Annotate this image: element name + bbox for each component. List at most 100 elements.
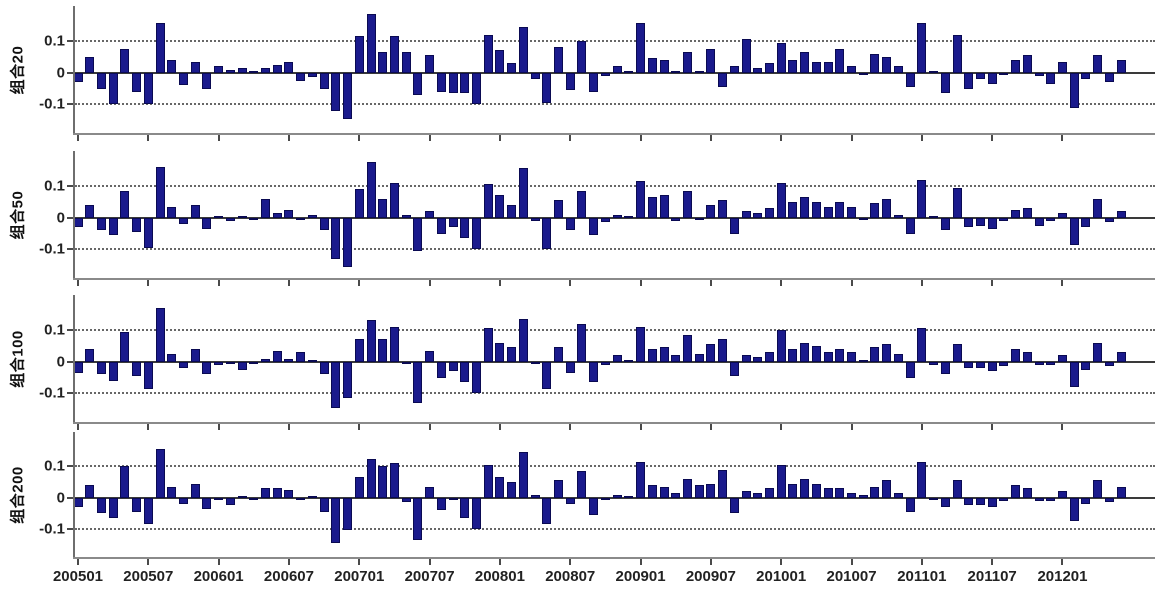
bar [729,361,739,376]
x-tick [850,424,853,430]
bar [589,217,599,236]
bar [636,326,646,362]
bar [1057,491,1067,498]
bar [471,72,481,105]
bar [565,72,575,91]
bar [577,323,587,362]
bar [940,217,950,231]
bar [753,212,763,218]
bar [776,329,786,362]
bar [964,361,974,369]
bar [296,217,306,220]
y-tick-label: 0 [56,489,65,507]
x-tick [428,559,431,565]
bar [225,217,235,221]
x-tick [428,280,431,286]
bar [1081,217,1091,228]
bar [261,488,271,498]
bar [132,217,142,232]
bar [155,166,165,218]
bar [237,361,247,370]
bar [893,353,903,362]
x-tick-label: 200607 [263,568,314,585]
bar [249,217,259,220]
bar [1022,208,1032,218]
bar [507,347,517,362]
bar [413,361,423,403]
bar [507,63,517,73]
x-tick [77,424,79,430]
x-tick-label: 201001 [756,568,807,585]
x-tick-label: 200907 [685,568,736,585]
bar [671,217,681,221]
bar [108,72,118,105]
bar [882,344,892,362]
x-tick [709,135,712,141]
bar [682,334,692,362]
bar [870,53,880,73]
bar [249,361,259,364]
bar [190,61,200,73]
gridline--0.1 [75,248,1155,251]
x-tick [639,424,642,430]
bar [565,361,575,373]
bar [1034,361,1044,365]
x-tick-label: 200707 [404,568,455,585]
bar [261,358,271,362]
bar [214,361,224,365]
bar [800,342,810,362]
bar [999,217,1009,221]
x-tick [709,280,712,286]
y-tick-label: 0 [56,64,65,82]
bar [108,217,118,236]
bar [636,23,646,73]
y-tick-label: 0.1 [44,457,65,475]
bar [401,361,411,364]
bar [589,361,599,383]
bar [694,71,704,74]
bar [448,361,458,372]
x-tick [1061,280,1064,286]
bar [237,67,247,73]
bar [811,345,821,362]
bar [729,217,739,234]
bar [647,348,657,362]
bar [917,23,927,73]
bar [776,464,786,498]
bar [1093,55,1103,73]
bar [636,461,646,498]
bar [143,217,153,248]
bar [401,497,411,503]
bar [495,477,505,498]
y-axis-spine [73,432,75,557]
bar [1011,348,1021,362]
bar [940,72,950,94]
bar [975,72,985,80]
bar [1046,497,1056,501]
bar [401,214,411,218]
bar [835,488,845,498]
bar [823,61,833,73]
bar [987,217,997,229]
bar [741,39,751,73]
bar [554,200,564,218]
bar [1046,361,1056,365]
x-tick-label: 200701 [334,568,385,585]
bar [624,216,634,219]
gridline-0.1 [75,465,1155,468]
bar [554,480,564,498]
bar [389,182,399,218]
bar [1011,59,1021,73]
bar [85,204,95,218]
bar [202,497,212,509]
y-tick [67,465,73,468]
bar [706,48,716,73]
bar [214,66,224,73]
bar [823,206,833,218]
gridline--0.1 [75,392,1155,395]
zero-line [75,360,1155,363]
bar [882,198,892,218]
bar [729,497,739,514]
gridline-0.1 [75,39,1155,42]
x-tick [147,135,150,141]
